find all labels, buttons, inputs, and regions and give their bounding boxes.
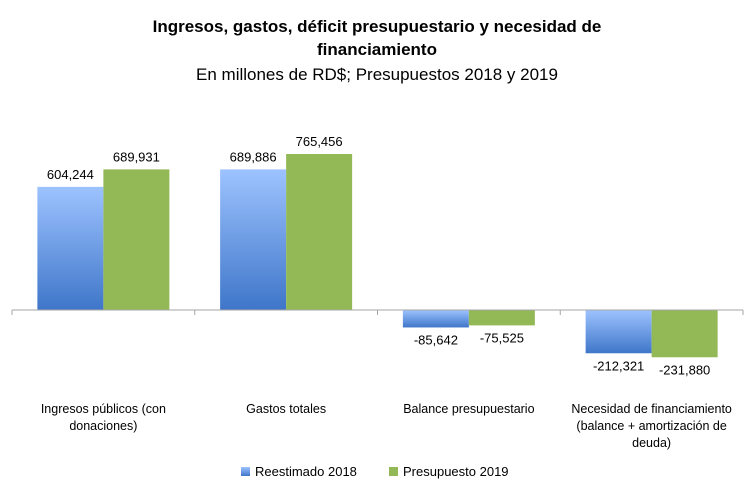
category-label-3-line-1: (balance + amortización de xyxy=(576,419,726,433)
bar-reestimado-2018-0 xyxy=(37,186,104,310)
data-label-reestimado-2018-1: 689,886 xyxy=(230,149,277,164)
bar-presupuesto-2019-0 xyxy=(103,169,170,310)
chart-subtitle: En millones de RD$; Presupuestos 2018 y … xyxy=(196,65,558,84)
bar-reestimado-2018-3 xyxy=(585,310,652,354)
category-label-2-line-0: Balance presupuestario xyxy=(403,402,534,416)
data-label-reestimado-2018-2: -85,642 xyxy=(414,332,458,347)
legend-label-reestimado-2018: Reestimado 2018 xyxy=(255,464,357,479)
data-label-presupuesto-2019-2: -75,525 xyxy=(480,330,524,345)
chart-title-line-1: Ingresos, gastos, déficit presupuestario… xyxy=(153,17,602,36)
data-label-reestimado-2018-0: 604,244 xyxy=(47,167,94,182)
data-label-reestimado-2018-3: -212,321 xyxy=(593,358,644,373)
category-label-1-line-0: Gastos totales xyxy=(246,402,326,416)
legend-swatch-reestimado-2018 xyxy=(241,467,250,476)
bar-reestimado-2018-2 xyxy=(402,310,469,328)
category-label-0-line-1: donaciones) xyxy=(69,419,137,433)
category-label-3-line-0: Necesidad de financiamiento xyxy=(571,402,732,416)
bar-reestimado-2018-1 xyxy=(220,169,287,310)
category-label-0-line-0: Ingresos públicos (con xyxy=(41,402,166,416)
data-label-presupuesto-2019-1: 765,456 xyxy=(296,134,343,149)
legend-label-presupuesto-2019: Presupuesto 2019 xyxy=(403,464,509,479)
legend-swatch-presupuesto-2019 xyxy=(389,467,398,476)
data-label-presupuesto-2019-0: 689,931 xyxy=(113,149,160,164)
data-label-presupuesto-2019-3: -231,880 xyxy=(659,362,710,377)
chart-title-line-2: financiamiento xyxy=(317,40,437,59)
bar-presupuesto-2019-2 xyxy=(468,310,535,326)
category-label-3-line-2: deuda) xyxy=(632,436,671,450)
bar-presupuesto-2019-3 xyxy=(651,310,718,358)
bar-presupuesto-2019-1 xyxy=(286,154,353,310)
